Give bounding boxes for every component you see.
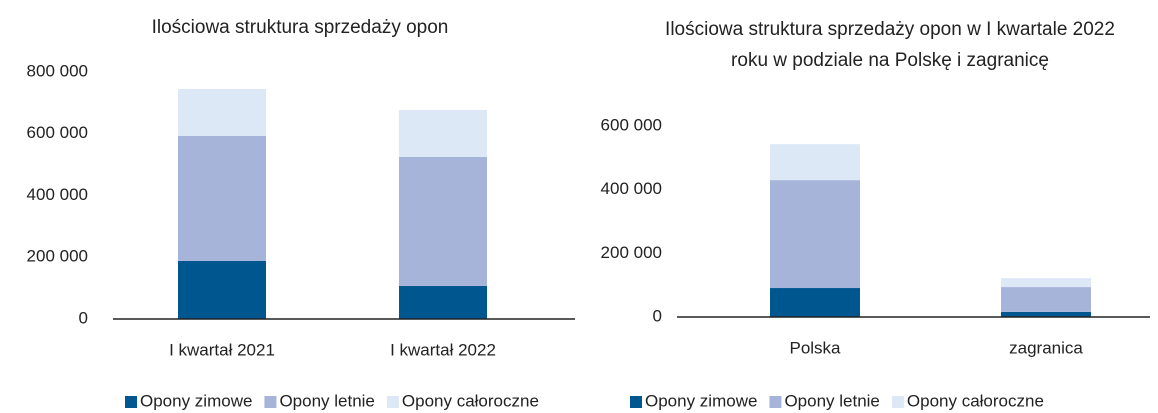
y-tick-label: 400 000 — [601, 179, 662, 198]
bar-segment — [770, 144, 860, 181]
x-tick-label: I kwartał 2022 — [390, 340, 496, 359]
bar-segment — [399, 109, 487, 157]
legend-swatch — [769, 396, 782, 408]
legend-label: Opony letnie — [784, 391, 879, 410]
bar-segment — [178, 88, 266, 136]
bar-segment — [178, 135, 266, 261]
y-tick-label: 600 000 — [27, 123, 88, 142]
bar-segment — [399, 156, 487, 286]
chart-title: Ilościowa struktura sprzedaży opon w I k… — [665, 19, 1115, 71]
legend-label: Opony zimowe — [140, 391, 252, 410]
bar-segment — [1001, 287, 1091, 312]
bar-segment — [770, 180, 860, 289]
y-tick-label: 600 000 — [601, 115, 662, 134]
legend-swatch — [386, 396, 399, 408]
legend-label: Opony letnie — [279, 391, 374, 410]
legend-label: Opony całoroczne — [907, 391, 1044, 410]
legend-swatch — [264, 396, 277, 408]
y-tick-label: 200 000 — [601, 243, 662, 262]
bar-segment — [1001, 311, 1091, 317]
legend-label: Opony całoroczne — [402, 391, 539, 410]
legend-swatch — [125, 396, 137, 408]
y-tick-label: 200 000 — [27, 247, 88, 266]
y-tick-label: 0 — [653, 306, 662, 325]
chart-title: Ilościowa struktura sprzedaży opon — [151, 17, 449, 38]
bar-segment — [399, 285, 487, 319]
legend-label: Opony zimowe — [645, 391, 757, 410]
bar-segment — [178, 260, 266, 319]
legend-swatch — [630, 396, 642, 408]
x-tick-label: I kwartał 2021 — [169, 340, 275, 359]
x-tick-label: zagranica — [1009, 338, 1083, 357]
y-tick-label: 0 — [79, 308, 88, 327]
y-tick-label: 800 000 — [27, 61, 88, 80]
bar-segment — [770, 288, 860, 317]
legend-swatch — [891, 396, 904, 408]
x-tick-label: Polska — [789, 338, 841, 357]
y-tick-label: 400 000 — [27, 185, 88, 204]
bar-segment — [1001, 278, 1091, 288]
